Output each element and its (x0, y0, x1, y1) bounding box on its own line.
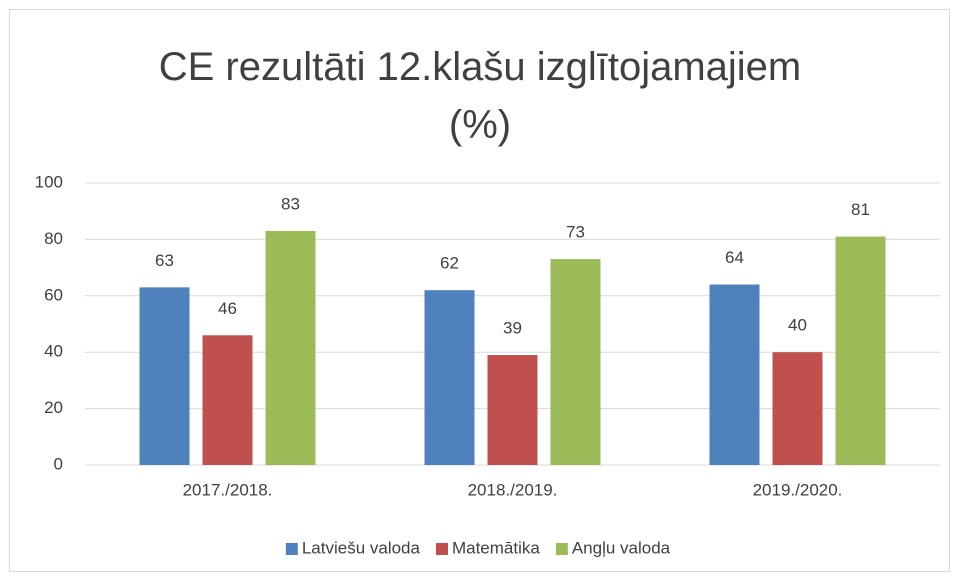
legend-swatch (555, 543, 568, 555)
bar (487, 355, 538, 465)
chart-border (9, 9, 950, 572)
data-label: 64 (725, 248, 744, 267)
legend-label: Angļu valoda (572, 538, 671, 557)
bar (265, 230, 316, 465)
bar (772, 352, 823, 465)
y-tick-label: 20 (44, 398, 63, 417)
bar (709, 284, 760, 465)
data-label: 46 (218, 299, 237, 318)
bar (202, 335, 253, 465)
x-tick-label: 2019./2020. (753, 480, 843, 499)
data-label: 73 (566, 223, 585, 242)
y-tick-label: 100 (35, 172, 63, 191)
data-label: 62 (440, 254, 459, 273)
bar (424, 290, 475, 465)
data-label: 83 (281, 194, 300, 213)
bar (550, 259, 601, 465)
data-label: 81 (851, 200, 870, 219)
legend-swatch (435, 543, 448, 555)
chart-title: CE rezultāti 12.klašu izglītojamajiem (%… (158, 45, 802, 147)
legend-swatch (285, 543, 298, 555)
legend-label: Matemātika (452, 538, 540, 557)
x-tick-label: 2018./2019. (468, 480, 558, 499)
legend-label: Latviešu valoda (302, 538, 421, 557)
data-label: 40 (788, 316, 807, 335)
bar (139, 287, 190, 465)
y-tick-label: 80 (44, 229, 63, 248)
y-tick-label: 60 (44, 285, 63, 304)
data-label: 63 (155, 251, 174, 270)
bar (835, 236, 886, 465)
y-tick-label: 40 (44, 342, 63, 361)
data-label: 39 (503, 319, 522, 338)
x-tick-label: 2017./2018. (183, 480, 273, 499)
y-tick-label: 0 (54, 454, 63, 473)
